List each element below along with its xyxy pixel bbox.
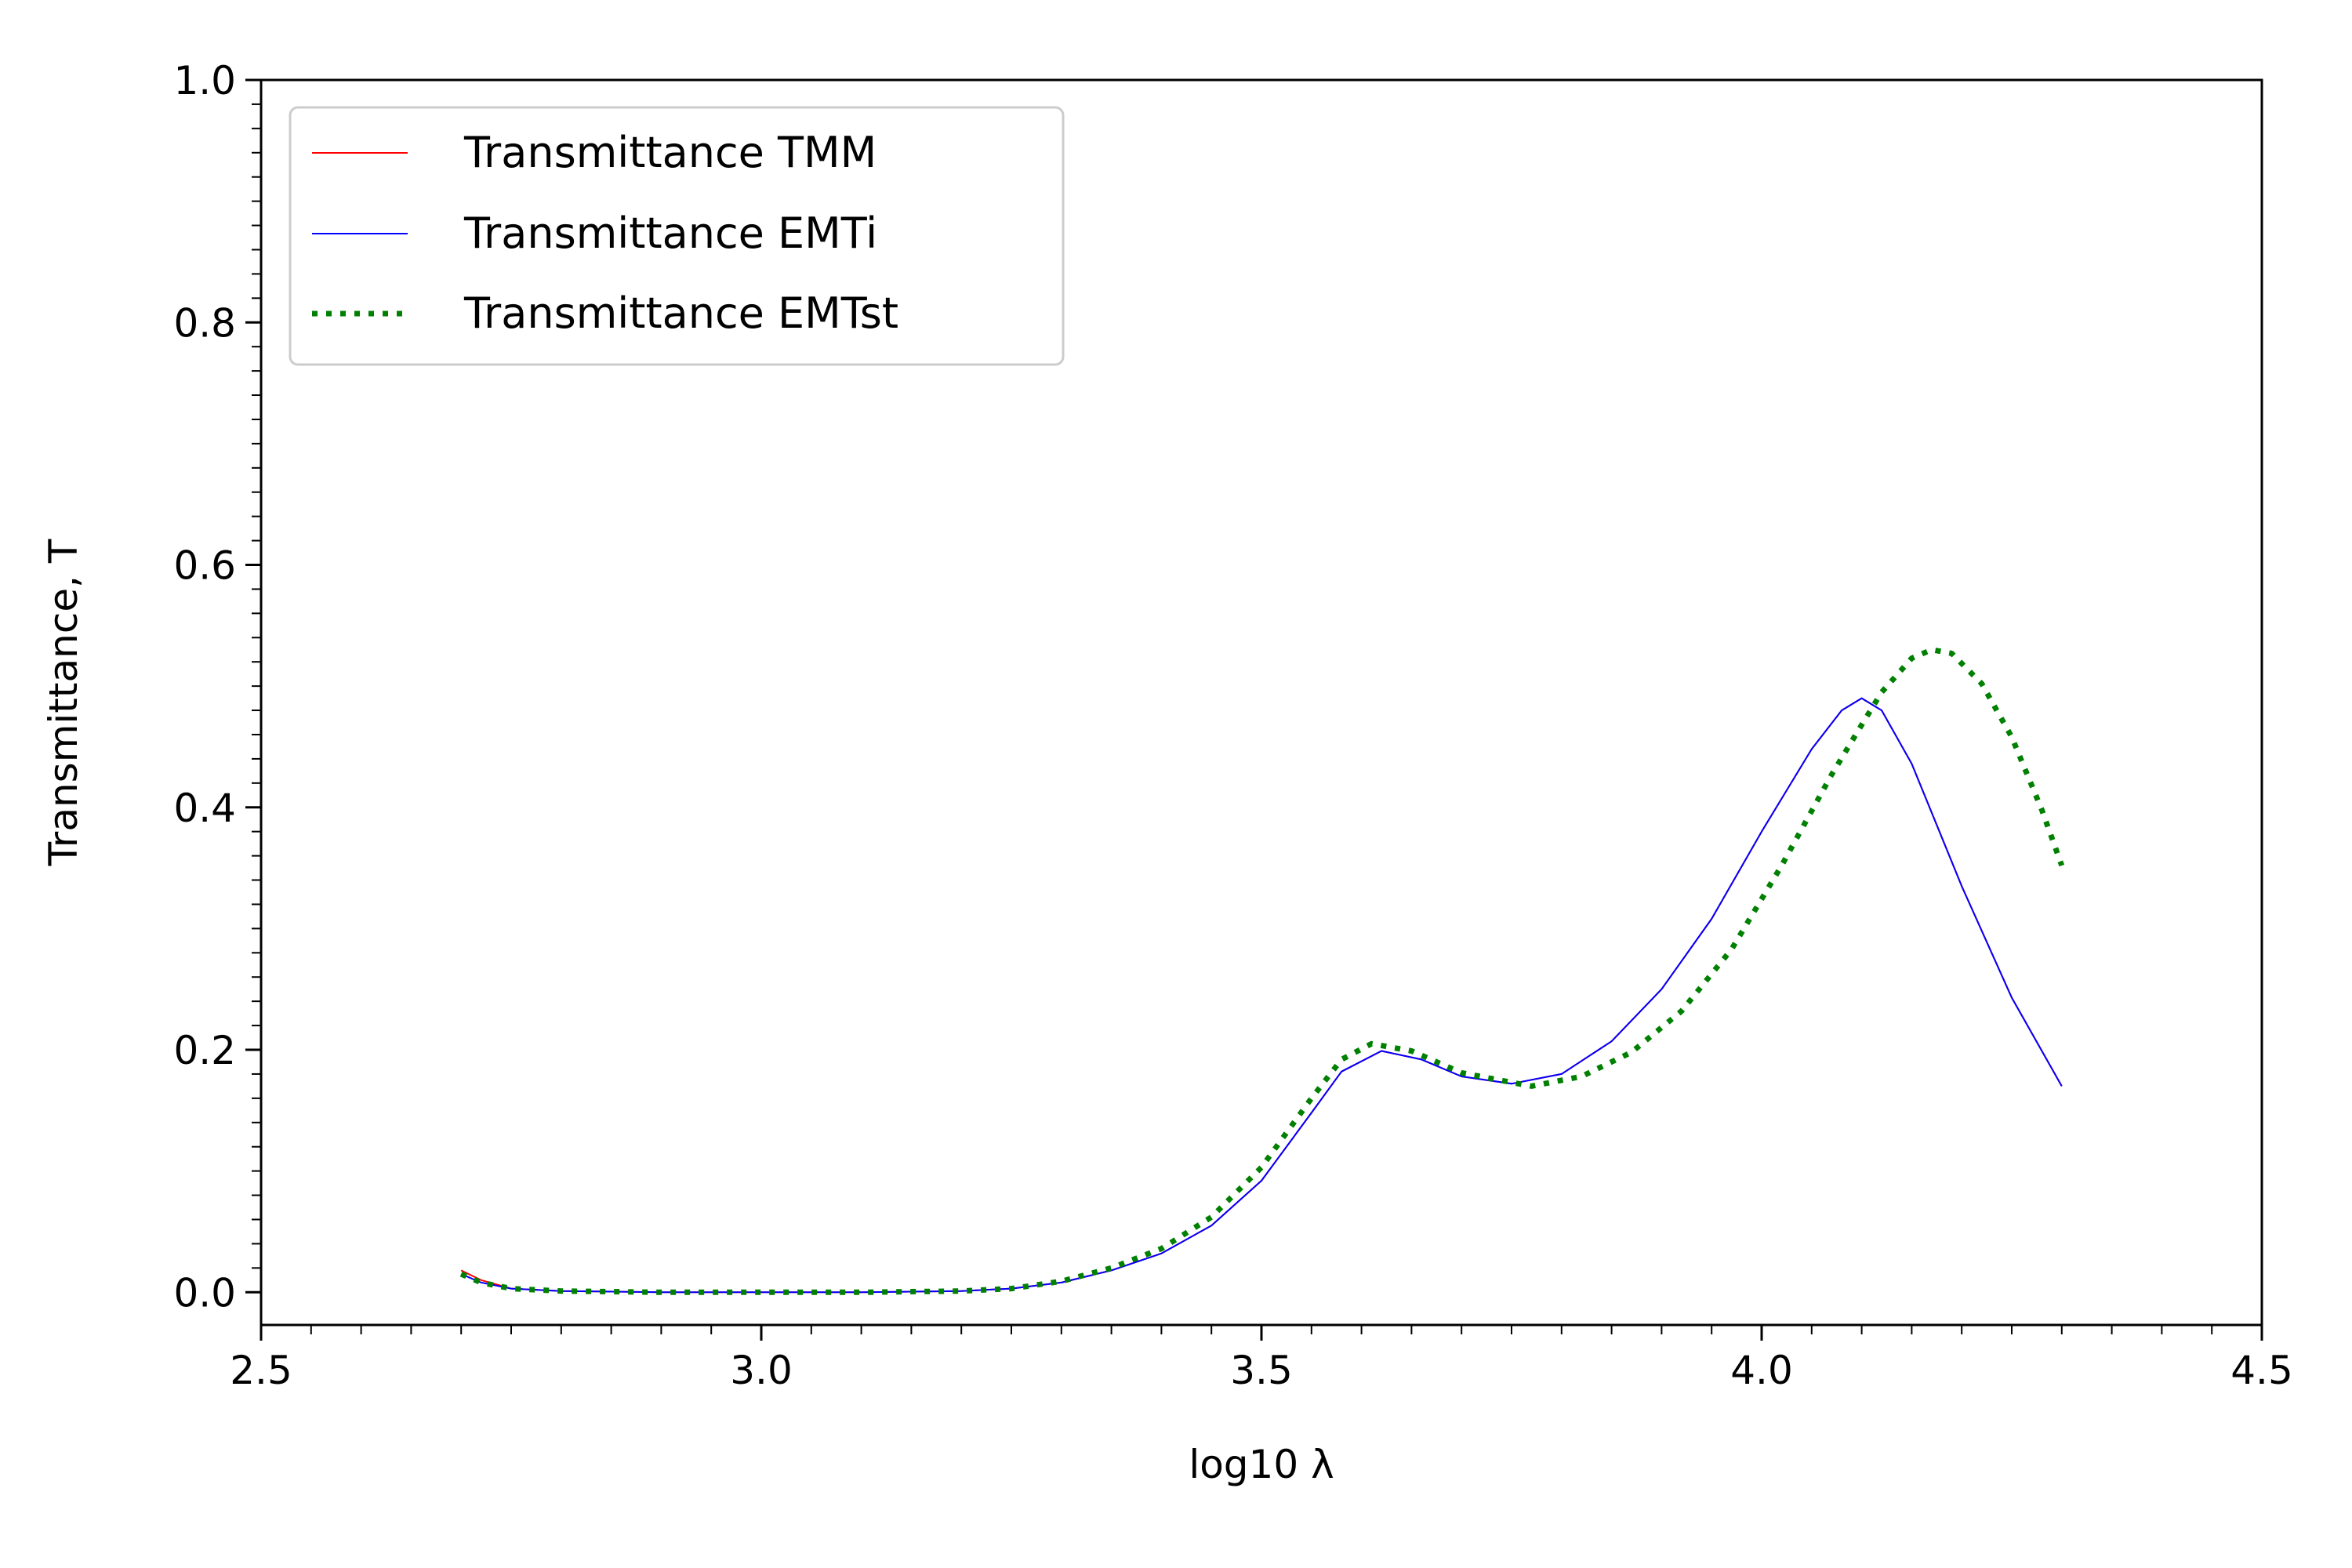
legend-box — [289, 106, 1065, 366]
x-tick-label: 4.5 — [2230, 1348, 2293, 1393]
y-tick-label: 0.6 — [173, 543, 236, 589]
y-tick-label: 0.4 — [173, 786, 236, 831]
legend-label-3: Transmittance EMTst — [463, 289, 898, 338]
series-layer — [459, 647, 2065, 1295]
y-axis-label: Transmittance, T — [41, 539, 86, 866]
x-tick-label: 4.0 — [1730, 1348, 1793, 1393]
y-tick-label: 0.8 — [173, 300, 236, 346]
tick-labels: 2.5 3.0 3.5 4.0 4.5 0.0 0.2 0.4 0.6 0.8 1.0 — [173, 58, 2292, 1393]
x-axis-label: log10 λ — [1189, 1442, 1334, 1487]
major-ticks — [245, 78, 2263, 1341]
series-line-2 — [460, 697, 2063, 1294]
x-tick-label: 3.5 — [1230, 1348, 1293, 1393]
y-tick-label: 0.0 — [173, 1270, 236, 1316]
series-line-3 — [459, 647, 2065, 1295]
x-tick-label: 2.5 — [230, 1348, 292, 1393]
y-tick-label: 1.0 — [173, 58, 236, 103]
plot-frame — [260, 78, 2263, 1327]
y-tick-label: 0.2 — [173, 1028, 236, 1073]
legend-label-2: Transmittance EMTi — [463, 209, 877, 258]
minor-ticks — [252, 79, 2263, 1334]
legend-label-1: Transmittance TMM — [463, 128, 877, 177]
legend: Transmittance TMM Transmittance EMTi Trans… — [289, 106, 1065, 366]
x-tick-label: 3.0 — [730, 1348, 793, 1393]
